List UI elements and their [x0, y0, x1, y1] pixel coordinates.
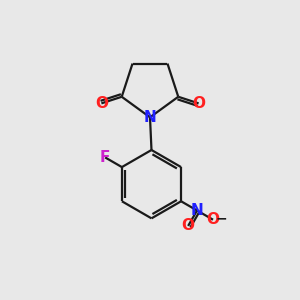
Text: F: F	[100, 150, 110, 165]
Text: O: O	[95, 96, 108, 111]
Text: O: O	[192, 96, 205, 111]
Text: N: N	[191, 203, 203, 218]
Text: O: O	[182, 218, 195, 233]
Text: N: N	[144, 110, 156, 125]
Text: −: −	[215, 211, 227, 225]
Text: O: O	[206, 212, 220, 227]
